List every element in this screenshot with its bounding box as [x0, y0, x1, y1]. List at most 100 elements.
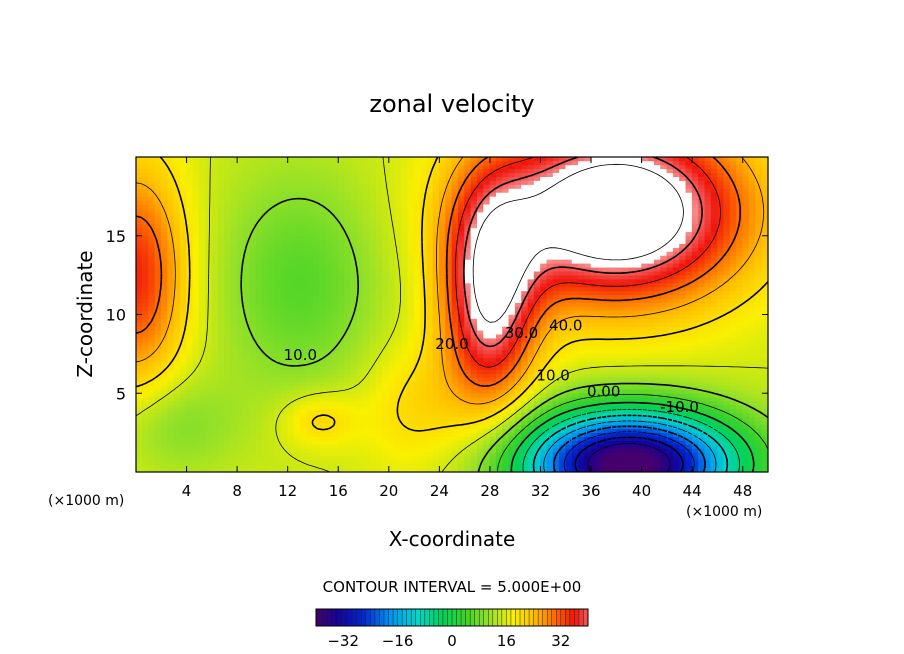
heatmap-cell [521, 278, 529, 284]
heatmap-cell [230, 420, 238, 426]
heatmap-cell [306, 231, 314, 237]
heatmap-cell [407, 259, 415, 264]
heatmap-cell [192, 455, 200, 461]
heatmap-cell [445, 259, 453, 264]
heatmap-cell [375, 251, 383, 256]
heatmap-cell [318, 314, 326, 319]
heatmap-cell [401, 314, 409, 319]
heatmap-cell [439, 341, 446, 347]
heatmap-cell [458, 345, 465, 351]
heatmap-cell [173, 215, 181, 221]
heatmap-cell [363, 463, 371, 469]
heatmap-cell [192, 160, 200, 166]
heatmap-cell [388, 160, 396, 166]
heatmap-cell [527, 377, 535, 382]
heatmap-cell [401, 361, 409, 366]
heatmap-cell [179, 463, 187, 469]
heatmap-cell [363, 266, 371, 272]
heatmap-cell [350, 412, 358, 418]
heatmap-cell [344, 231, 352, 237]
heatmap-cell [420, 436, 428, 441]
heatmap-cell [186, 396, 194, 402]
heatmap-cell [401, 329, 409, 335]
heatmap-cell [369, 302, 377, 307]
heatmap-cell [508, 160, 516, 166]
heatmap-cell [236, 231, 244, 237]
heatmap-cell [325, 266, 333, 272]
heatmap-cell [211, 459, 219, 465]
heatmap-cell [350, 223, 358, 229]
heatmap-cell [382, 164, 390, 170]
heatmap-cell [483, 231, 491, 237]
heatmap-cell [521, 203, 529, 209]
heatmap-cell [432, 243, 440, 248]
heatmap-cell [407, 168, 415, 174]
heatmap-cell [148, 416, 156, 422]
heatmap-cell [521, 219, 529, 225]
heatmap-cell [432, 176, 440, 181]
heatmap-cell [445, 243, 453, 248]
heatmap-cell [508, 203, 516, 209]
heatmap-cell [148, 192, 156, 197]
heatmap-cell [224, 176, 232, 181]
heatmap-cell [432, 314, 440, 319]
heatmap-cell [382, 448, 390, 453]
heatmap-cell [495, 412, 503, 418]
heatmap-cell [394, 239, 402, 244]
heatmap-cell [401, 463, 409, 469]
heatmap-cell [476, 333, 484, 339]
heatmap-cell [249, 408, 257, 414]
heatmap-cell [148, 259, 156, 264]
heatmap-cell [470, 326, 478, 331]
heatmap-cell [211, 188, 219, 193]
heatmap-cell [217, 263, 225, 268]
heatmap-cell [179, 404, 187, 410]
heatmap-cell [148, 196, 156, 201]
heatmap-cell [489, 247, 497, 252]
heatmap-cell [268, 369, 276, 374]
heatmap-cell [192, 345, 200, 351]
heatmap-cell [268, 239, 276, 244]
heatmap-cell [502, 255, 510, 260]
heatmap-cell [274, 274, 282, 280]
heatmap-cell [426, 235, 434, 240]
heatmap-cell [470, 294, 478, 300]
heatmap-cell [331, 385, 339, 390]
heatmap-cell [439, 255, 446, 260]
heatmap-cell [356, 365, 364, 370]
heatmap-cell [217, 349, 225, 355]
heatmap-cell [432, 357, 440, 363]
heatmap-cell [262, 396, 270, 402]
heatmap-cell [401, 207, 409, 213]
heatmap-cell [508, 318, 516, 323]
heatmap-cell [344, 389, 352, 394]
heatmap-cell [356, 337, 364, 343]
heatmap-cell [300, 353, 307, 359]
heatmap-cell [230, 211, 238, 217]
heatmap-cell [312, 389, 320, 394]
heatmap-cell [375, 373, 383, 378]
heatmap-cell [287, 263, 295, 268]
heatmap-cell [274, 369, 282, 374]
heatmap-cell [243, 404, 251, 410]
heatmap-cell [413, 463, 421, 469]
heatmap-cell [154, 314, 162, 319]
heatmap-cell [489, 192, 497, 197]
heatmap-cell [407, 290, 415, 296]
heatmap-cell [312, 455, 320, 461]
heatmap-cell [179, 424, 187, 429]
heatmap-cell [274, 235, 282, 240]
heatmap-cell [287, 341, 295, 347]
heatmap-cell [179, 176, 187, 181]
heatmap-cell [451, 404, 459, 410]
heatmap-cell [318, 227, 326, 233]
heatmap-cell [148, 392, 156, 398]
heatmap-cell [350, 200, 358, 205]
heatmap-cell [337, 392, 345, 398]
heatmap-cell [337, 369, 345, 374]
heatmap-cell [451, 318, 459, 323]
heatmap-cell [407, 345, 415, 351]
heatmap-cell [476, 341, 484, 347]
heatmap-cell [192, 157, 200, 162]
heatmap-cell [407, 235, 415, 240]
